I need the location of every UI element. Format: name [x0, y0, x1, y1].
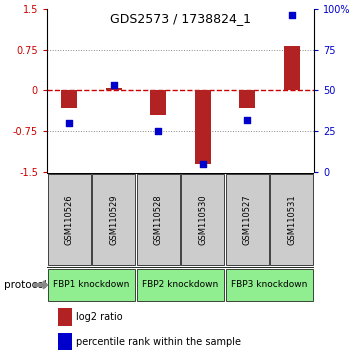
Bar [48, 175, 91, 264]
Text: log2 ratio: log2 ratio [76, 312, 123, 322]
Text: protocol: protocol [4, 280, 46, 290]
Bar [226, 269, 313, 301]
Bar [58, 308, 72, 326]
Point [66, 120, 72, 126]
Bar [181, 175, 224, 264]
Bar [58, 333, 72, 350]
Bar [137, 175, 180, 264]
Point [111, 82, 117, 88]
Text: percentile rank within the sample: percentile rank within the sample [76, 337, 241, 347]
Bar [92, 175, 135, 264]
Text: GSM110526: GSM110526 [65, 194, 74, 245]
Bar [61, 90, 77, 108]
Point [289, 12, 295, 18]
Text: GSM110528: GSM110528 [154, 194, 163, 245]
Bar [284, 46, 300, 90]
Text: GSM110529: GSM110529 [109, 194, 118, 245]
Text: GDS2573 / 1738824_1: GDS2573 / 1738824_1 [110, 12, 251, 25]
Point [244, 117, 250, 122]
Bar [195, 90, 210, 164]
Bar [239, 90, 255, 108]
Bar [137, 269, 224, 301]
Text: GSM110527: GSM110527 [243, 194, 252, 245]
Bar [48, 269, 135, 301]
Bar [270, 175, 313, 264]
Text: GSM110530: GSM110530 [198, 194, 207, 245]
Bar [226, 175, 269, 264]
Text: FBP3 knockdown: FBP3 knockdown [231, 280, 308, 289]
Point [200, 161, 206, 166]
Text: FBP1 knockdown: FBP1 knockdown [53, 280, 130, 289]
Text: GSM110531: GSM110531 [287, 194, 296, 245]
Bar [151, 90, 166, 115]
Point [155, 128, 161, 134]
Text: FBP2 knockdown: FBP2 knockdown [142, 280, 219, 289]
Bar [106, 88, 122, 90]
